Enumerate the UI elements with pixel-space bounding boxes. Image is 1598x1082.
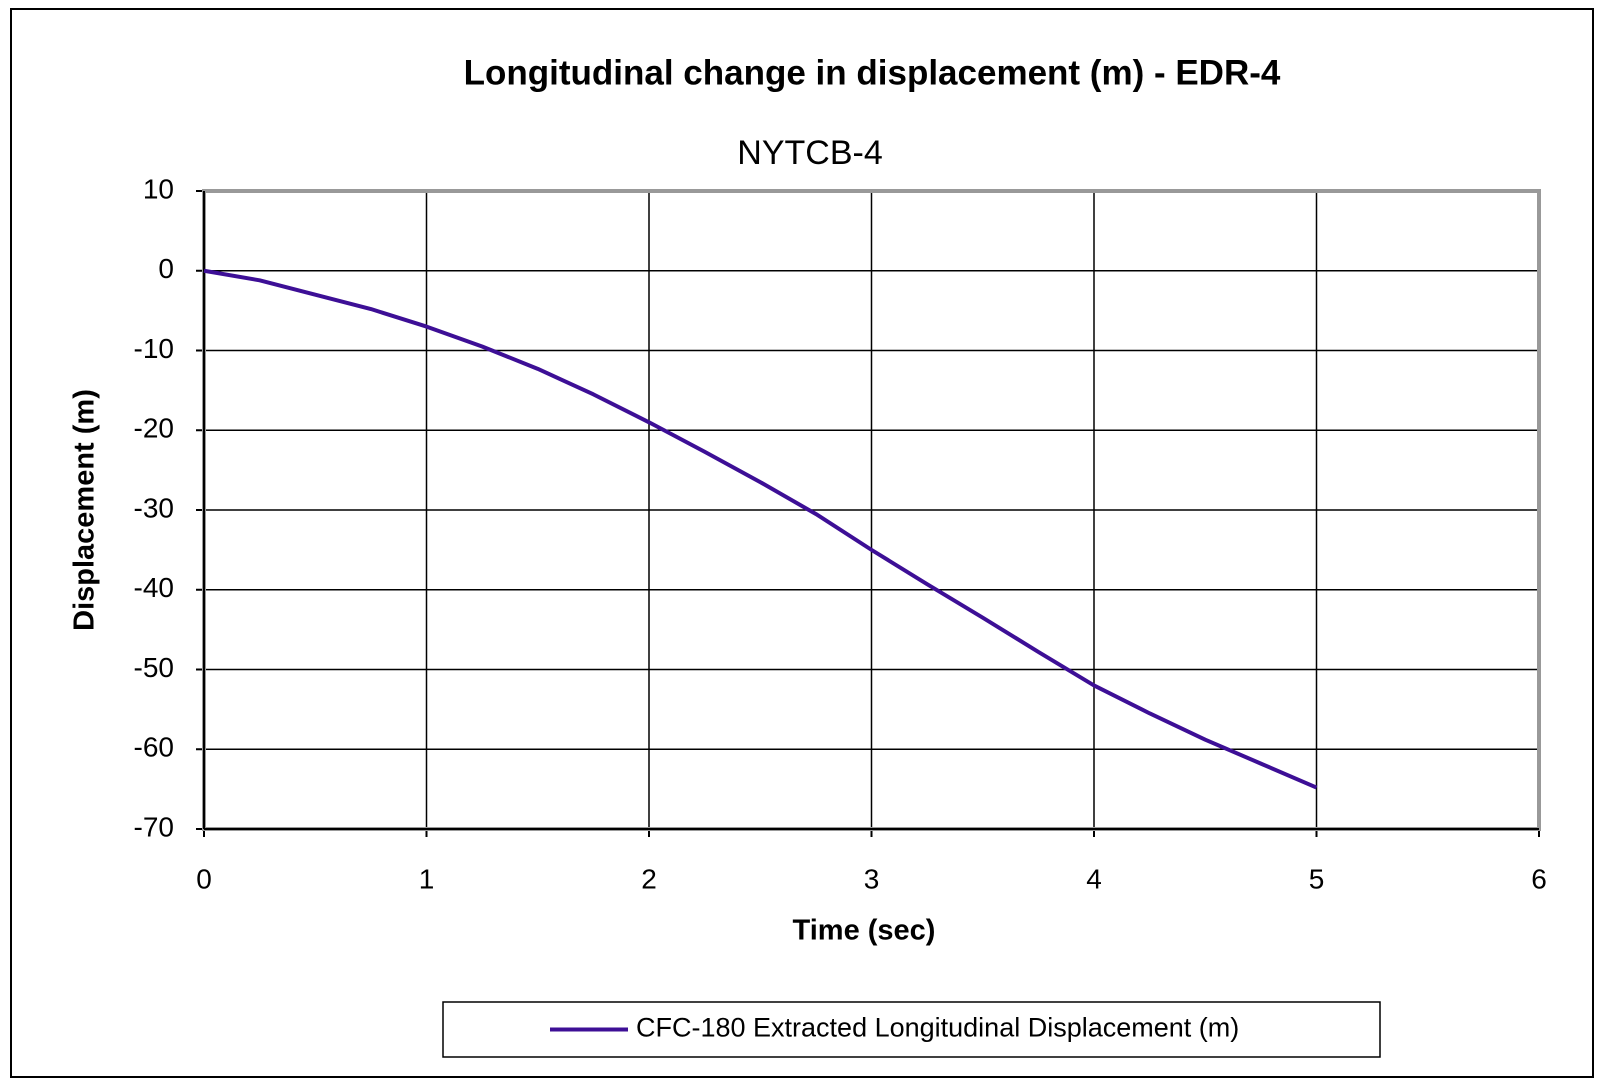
x-tick-label: 2 bbox=[641, 863, 657, 894]
legend-label: CFC-180 Extracted Longitudinal Displacem… bbox=[636, 1013, 1239, 1043]
x-tick-label: 5 bbox=[1309, 863, 1325, 894]
y-tick-label: -50 bbox=[134, 652, 174, 683]
chart-frame bbox=[10, 8, 1594, 1078]
y-tick-label: -70 bbox=[134, 811, 174, 842]
y-tick-label: 0 bbox=[158, 253, 174, 284]
x-tick-label: 3 bbox=[864, 863, 880, 894]
y-tick-label: 10 bbox=[143, 173, 174, 204]
x-axis-label: Time (sec) bbox=[793, 915, 936, 947]
x-tick-label: 6 bbox=[1531, 863, 1547, 894]
chart-subtitle: NYTCB-4 bbox=[737, 134, 882, 172]
x-tick-label: 4 bbox=[1086, 863, 1102, 894]
chart-title: Longitudinal change in displacement (m) … bbox=[464, 53, 1281, 92]
x-tick-label: 1 bbox=[419, 863, 435, 894]
x-tick-label: 0 bbox=[196, 863, 212, 894]
y-tick-label: -60 bbox=[134, 732, 174, 763]
y-tick-label: -20 bbox=[134, 413, 174, 444]
y-axis-label: Displacement (m) bbox=[69, 389, 101, 631]
y-tick-label: -10 bbox=[134, 333, 174, 364]
y-tick-label: -40 bbox=[134, 572, 174, 603]
y-tick-label: -30 bbox=[134, 492, 174, 523]
data-line bbox=[203, 268, 1318, 790]
